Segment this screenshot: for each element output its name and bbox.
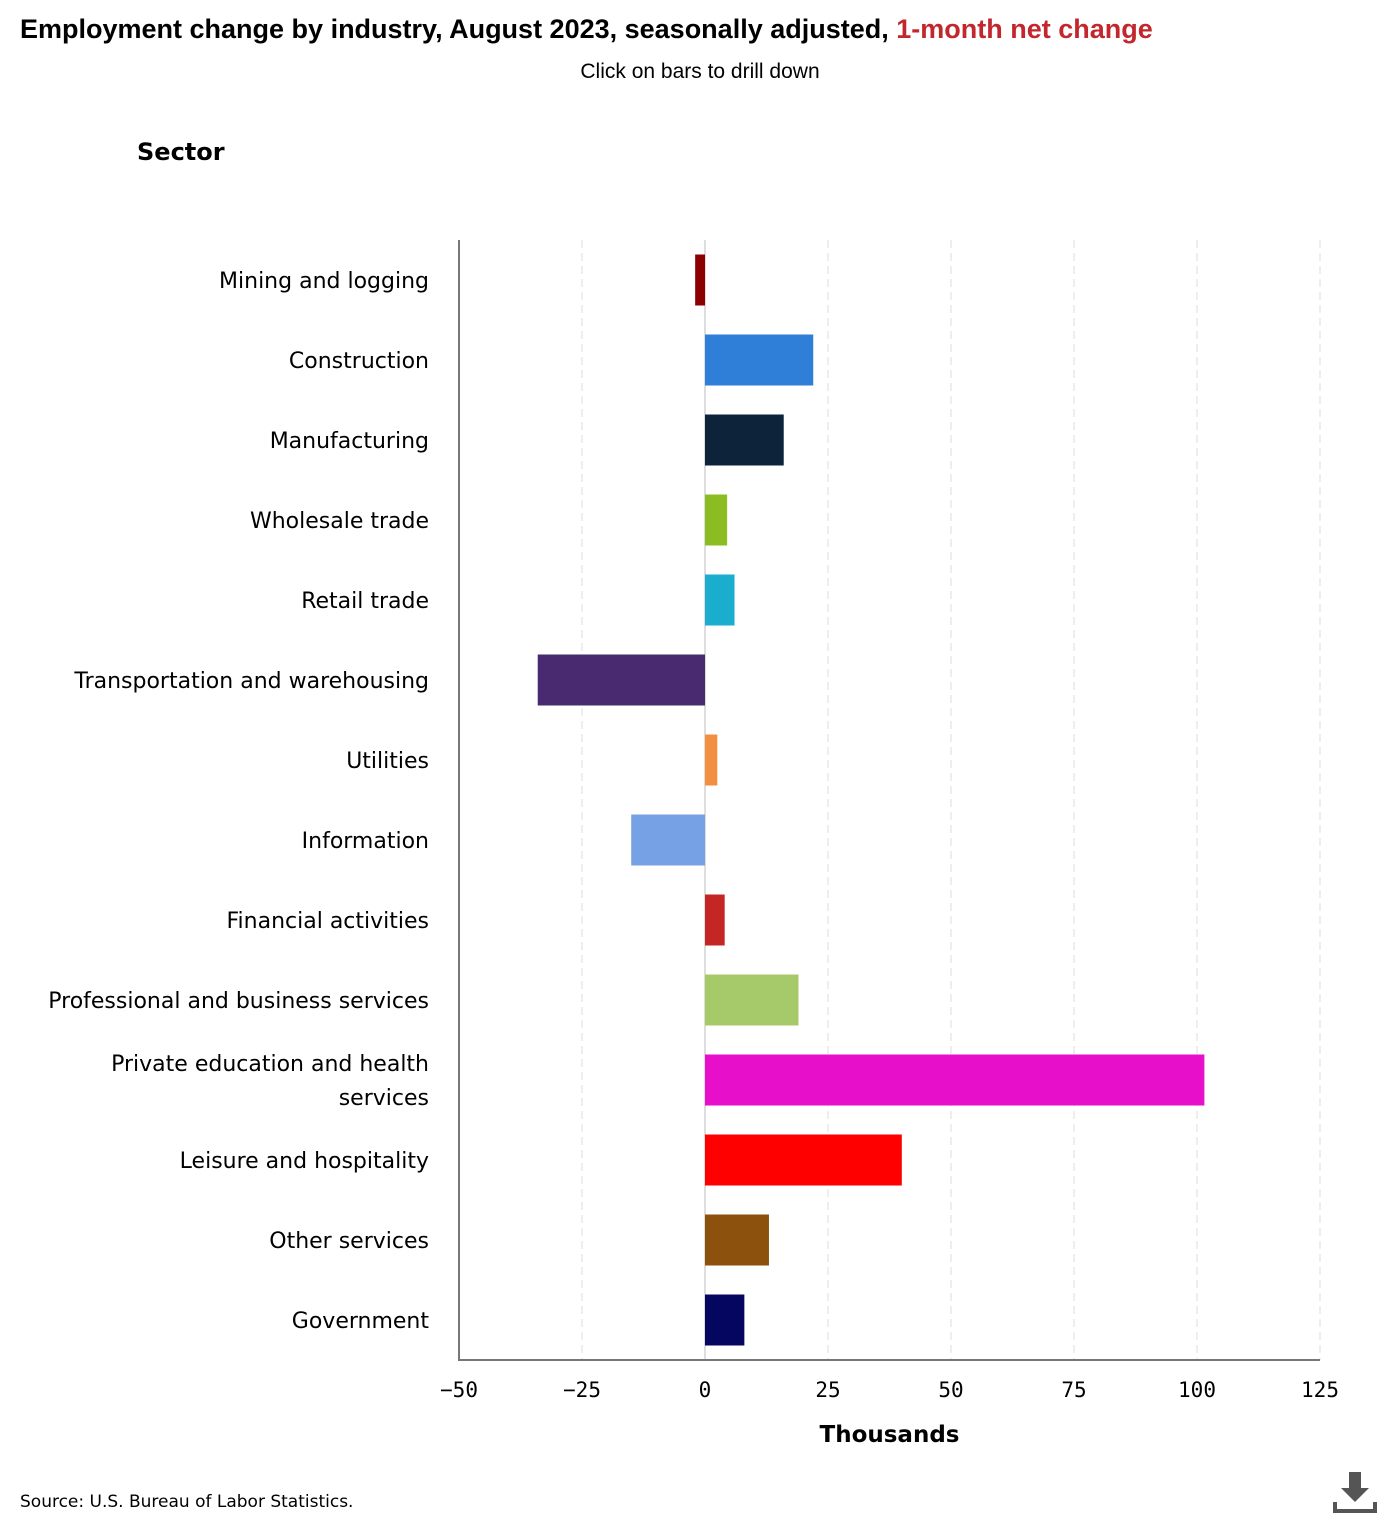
- x-axis-title: Thousands: [820, 1422, 960, 1448]
- x-tick-label: 0: [699, 1378, 712, 1402]
- bar-7[interactable]: [705, 734, 718, 786]
- category-label: Private education and health services: [111, 1052, 429, 1111]
- category-label: Financial activities: [226, 909, 429, 934]
- category-label: Transportation and warehousing: [73, 669, 429, 694]
- bar-12[interactable]: [705, 1134, 902, 1186]
- bar-8[interactable]: [631, 814, 705, 866]
- bar-1[interactable]: [695, 254, 705, 306]
- x-tick-label: 125: [1301, 1378, 1339, 1402]
- x-tick-label: −50: [440, 1378, 478, 1402]
- bar-10[interactable]: [705, 974, 799, 1026]
- category-label: Manufacturing: [270, 429, 429, 454]
- chart-title-accent: 1-month net change: [896, 14, 1153, 44]
- category-label: Professional and business services: [48, 989, 429, 1014]
- bar-14[interactable]: [705, 1294, 745, 1346]
- category-label: Leisure and hospitality: [180, 1149, 429, 1174]
- x-tick-label: 50: [938, 1378, 963, 1402]
- bar-9[interactable]: [705, 894, 725, 946]
- bar-6[interactable]: [537, 654, 705, 706]
- chart-subtitle: Click on bars to drill down: [580, 60, 820, 83]
- category-label: Mining and logging: [219, 269, 429, 294]
- x-tick-label: 25: [815, 1378, 840, 1402]
- category-label: Construction: [289, 349, 429, 374]
- category-label: Utilities: [346, 749, 429, 774]
- category-label: Retail trade: [301, 589, 429, 614]
- source-note: Source: U.S. Bureau of Labor Statistics.: [20, 1492, 354, 1512]
- category-label: Government: [292, 1309, 430, 1334]
- category-label: Other services: [269, 1229, 429, 1254]
- bar-4[interactable]: [705, 494, 728, 546]
- bar-3[interactable]: [705, 414, 784, 466]
- bar-13[interactable]: [705, 1214, 769, 1266]
- chart-title-main: Employment change by industry, August 20…: [20, 14, 897, 44]
- bar-chart: −50 −25 0 25 50 75 100 125 Thousands Mining and l…: [48, 240, 1339, 1448]
- category-axis-title: Sector: [137, 138, 225, 166]
- download-icon[interactable]: [1330, 1466, 1380, 1516]
- x-tick-label: 75: [1061, 1378, 1086, 1402]
- category-label: Information: [302, 829, 429, 854]
- x-tick-label: 100: [1178, 1378, 1216, 1402]
- chart-title: Employment change by industry, August 20…: [20, 14, 1153, 45]
- x-tick-label: −25: [563, 1378, 601, 1402]
- category-label: Wholesale trade: [250, 509, 429, 534]
- bar-2[interactable]: [705, 334, 814, 386]
- bar-11[interactable]: [705, 1054, 1205, 1106]
- bar-5[interactable]: [705, 574, 735, 626]
